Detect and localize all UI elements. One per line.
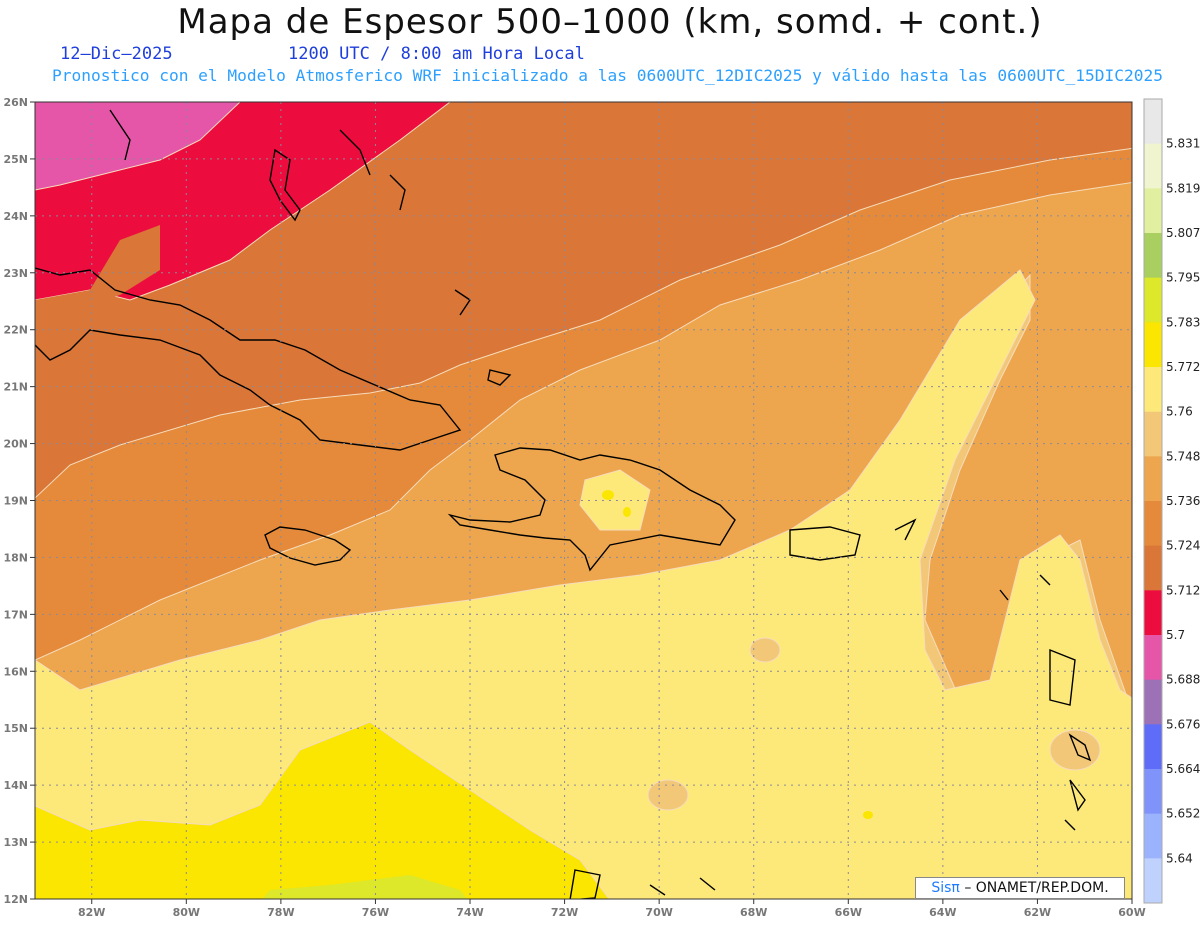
map-title: Mapa de Espesor 500–1000 (km, somd. + co… [177,2,1043,42]
lat-label: 23N [3,267,28,280]
colorbar-label: 5.64 [1166,851,1193,865]
colorbar-swatch [1144,456,1162,502]
lat-label: 24N [3,210,28,223]
lat-label: 20N [3,438,28,451]
lon-label: 64W [929,906,956,919]
colorbar-label: 5.831 [1166,137,1200,151]
lat-label: 22N [3,324,28,337]
colorbar-swatch [1144,233,1162,279]
colorbar-label: 5.652 [1166,807,1200,821]
lon-label: 78W [267,906,294,919]
lon-label: 82W [78,906,105,919]
lat-label: 26N [3,96,28,109]
colorbar-label: 5.807 [1166,226,1200,240]
colorbar-label: 5.748 [1166,449,1200,463]
forecast-time: 1200 UTC / 8:00 am Hora Local [288,44,585,64]
lon-label: 62W [1024,906,1051,919]
colorbar-swatch [1144,322,1162,368]
colorbar-swatch [1144,635,1162,681]
colorbar-swatch [1144,501,1162,547]
colorbar-label: 5.7 [1166,628,1185,642]
credit-text: – ONAMET/REP.DOM. [964,880,1109,896]
colorbar-label: 5.724 [1166,539,1200,553]
lon-label: 60W [1118,906,1145,919]
colorbar-swatch [1144,99,1162,145]
credit-badge: Sisπ – ONAMET/REP.DOM. [915,877,1125,899]
colorbar-swatch [1144,858,1162,904]
colorbar-swatch [1144,367,1162,413]
colorbar-swatch [1144,724,1162,770]
forecast-date: 12–Dic–2025 [60,44,173,64]
colorbar-label: 5.688 [1166,673,1200,687]
colorbar-label: 5.819 [1166,181,1200,195]
colorbar-swatch [1144,545,1162,591]
lat-label: 16N [3,665,28,678]
colorbar-swatch [1144,813,1162,859]
grid-lines [35,102,1132,899]
lat-label: 19N [3,495,28,508]
colorbar-label: 5.676 [1166,717,1200,731]
lon-label: 66W [835,906,862,919]
colorbar: 5.831 5.819 5.807 5.795 5.783 5.772 5.76 5.748 5… [1143,98,1200,904]
lon-label: 70W [645,906,672,919]
lat-label: 12N [3,893,28,906]
colorbar-swatch [1144,411,1162,457]
colorbar-label: 5.795 [1166,271,1200,285]
lat-label: 18N [3,551,28,564]
lon-label: 74W [456,906,483,919]
colorbar-swatch [1144,143,1162,189]
colorbar-swatch [1144,769,1162,815]
sispi-logo: Sisπ [931,880,960,896]
colorbar-label: 5.712 [1166,583,1200,597]
lat-label: 17N [3,608,28,621]
lat-label: 15N [3,722,28,735]
forecast-description: Pronostico con el Modelo Atmosferico WRF… [52,66,1164,85]
colorbar-label: 5.664 [1166,762,1200,776]
lon-label: 68W [740,906,767,919]
colorbar-label: 5.783 [1166,315,1200,329]
colorbar-swatch [1144,679,1162,725]
colorbar-label: 5.736 [1166,494,1200,508]
colorbar-swatch [1144,188,1162,234]
lat-label: 21N [3,381,28,394]
colorbar-swatch [1144,590,1162,636]
colorbar-label: 5.772 [1166,360,1200,374]
lat-label: 14N [3,779,28,792]
lon-label: 72W [551,906,578,919]
colorbar-frame [1143,98,1163,904]
lat-label: 13N [3,836,28,849]
axis-ticks: 26N 25N 24N 23N 22N 21N 20N 19N 18N 17N 16N 15N 14N 1… [3,96,1145,919]
lon-label: 76W [362,906,389,919]
lat-label: 25N [3,153,28,166]
colorbar-swatch [1144,277,1162,323]
colorbar-label: 5.76 [1166,405,1193,419]
lon-label: 80W [173,906,200,919]
coastlines [35,109,1092,899]
